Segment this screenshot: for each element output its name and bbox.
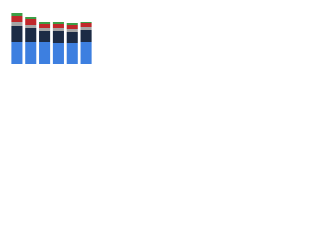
- bar-segment: [80, 27, 92, 30]
- bar-segment: [80, 23, 92, 27]
- bar-segment: [80, 42, 92, 64]
- bar-segment: [11, 13, 23, 16]
- bar-segment: [39, 22, 51, 24]
- bar-segment: [52, 31, 64, 43]
- bar-segment: [52, 22, 64, 24]
- bar-segment: [11, 26, 23, 42]
- bar-segment: [11, 16, 23, 22]
- bar-segment: [39, 28, 51, 31]
- bar-segment: [25, 28, 37, 42]
- bar-segment: [39, 31, 51, 42]
- bar-segment: [66, 32, 78, 43]
- bar-segment: [66, 43, 78, 64]
- bar-segment: [25, 25, 37, 28]
- bar-segment: [11, 42, 23, 64]
- bar-segment: [52, 43, 64, 64]
- bar-segment: [52, 28, 64, 31]
- chart: [11, 13, 92, 64]
- bar-segment: [11, 22, 23, 26]
- bar-segment: [66, 25, 78, 29]
- bar-segment: [39, 42, 51, 64]
- bar-segment: [39, 24, 51, 28]
- bar-segment: [66, 29, 78, 32]
- bar-segment: [80, 22, 92, 23]
- bar-segment: [25, 19, 37, 25]
- bar-segment: [80, 30, 92, 42]
- bar-segment: [52, 24, 64, 28]
- bar-segment: [25, 17, 37, 19]
- bar-segment: [25, 42, 37, 64]
- bar-segment: [66, 23, 78, 25]
